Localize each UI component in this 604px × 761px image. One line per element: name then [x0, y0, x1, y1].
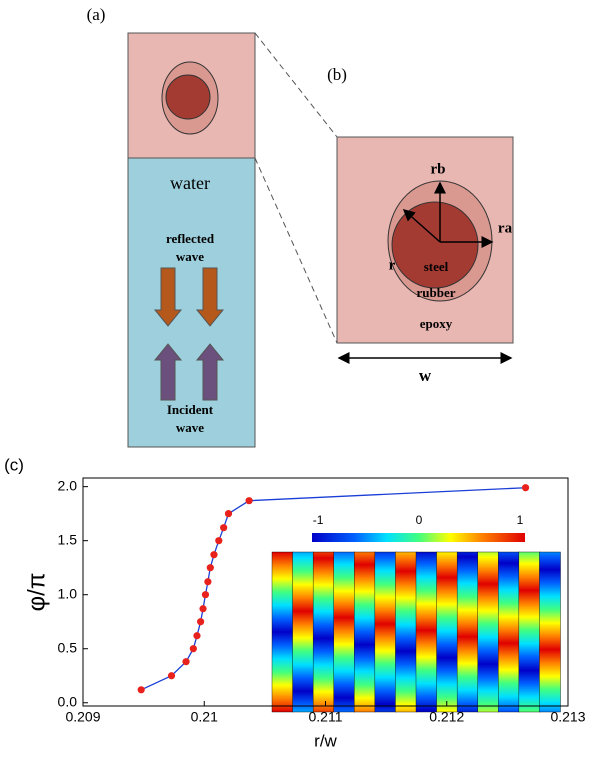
- chart: -1 0 1 0.209 0.21 0.211 0.212 0.213 0.0 0.5 1.0 1.5…: [23, 477, 585, 750]
- colorbar-tick-label: 1: [517, 513, 524, 527]
- field-strip: [518, 551, 541, 713]
- incident-arrow: [153, 343, 183, 401]
- panel-label: (c): [4, 455, 24, 474]
- field-strip: [395, 551, 417, 713]
- y-tick-label: 0.5: [58, 639, 78, 655]
- r-arrow: [402, 209, 441, 243]
- y-tick-label: 1.5: [58, 531, 78, 547]
- field-strip: [312, 551, 335, 713]
- panel-label: (b): [327, 65, 347, 84]
- medium-label: water: [170, 173, 210, 193]
- incident-label: wave: [176, 420, 204, 435]
- x-tick-label: 0.211: [309, 709, 343, 725]
- data-point: [193, 632, 201, 640]
- data-point: [521, 484, 530, 492]
- x-tick-label: 0.213: [550, 709, 585, 725]
- y-tick-label: 1.0: [58, 585, 78, 601]
- field-strip: [539, 551, 561, 713]
- steel-label: steel: [424, 259, 449, 274]
- field-strip: [498, 551, 520, 713]
- data-line: [140, 487, 526, 691]
- r-label: r: [389, 257, 396, 273]
- data-point: [210, 551, 218, 559]
- epoxy-label: epoxy: [420, 316, 453, 331]
- data-point: [220, 524, 228, 532]
- y-axis-label: φ/π: [23, 573, 50, 612]
- steel: [391, 201, 479, 289]
- rubber-label: rubber: [417, 285, 456, 300]
- field-strip: [374, 551, 397, 713]
- x-axis-label: r/w: [314, 731, 337, 750]
- field-strip: [354, 551, 376, 713]
- rb-label: rb: [431, 161, 446, 177]
- data-point: [215, 537, 223, 545]
- field-strip: [436, 551, 458, 713]
- w-label: w: [419, 366, 432, 385]
- water-region: [127, 157, 256, 448]
- field-strip: [456, 551, 479, 713]
- y-tick-label: 2.0: [58, 477, 78, 493]
- data-point: [245, 497, 253, 505]
- data-point: [206, 564, 214, 572]
- zoom-line: [254, 32, 338, 138]
- panel-label: (a): [87, 5, 106, 24]
- data-point: [204, 578, 212, 586]
- ra-label: ra: [498, 220, 513, 236]
- data-point: [182, 658, 190, 666]
- data-point: [201, 591, 210, 599]
- zoom-line: [254, 157, 338, 344]
- colorbar: [312, 533, 525, 542]
- field-strip: [292, 551, 314, 713]
- data-point: [137, 686, 145, 694]
- colorbar-tick-label: -1: [313, 513, 324, 527]
- reflected-arrow: [195, 267, 225, 327]
- x-tick-label: 0.21: [191, 709, 218, 725]
- incident-arrow: [195, 343, 225, 401]
- x-tick-label: 0.212: [429, 709, 464, 725]
- field-strip: [271, 551, 294, 713]
- y-tick-label: 0.0: [58, 693, 78, 709]
- colorbar-tick-label: 0: [416, 513, 423, 527]
- steel: [165, 74, 211, 120]
- data-point: [189, 645, 197, 653]
- reflected-label: wave: [176, 249, 204, 264]
- incident-label: Incident: [167, 402, 214, 417]
- field-strip: [477, 551, 499, 713]
- reflected-label: reflected: [166, 231, 215, 246]
- reflected-arrow: [153, 267, 183, 327]
- data-point: [197, 618, 205, 626]
- data-point: [167, 672, 176, 680]
- field-strip: [333, 551, 355, 713]
- data-point: [199, 605, 207, 613]
- field-strip: [415, 551, 438, 713]
- data-point: [224, 510, 233, 518]
- x-tick-label: 0.209: [65, 709, 100, 725]
